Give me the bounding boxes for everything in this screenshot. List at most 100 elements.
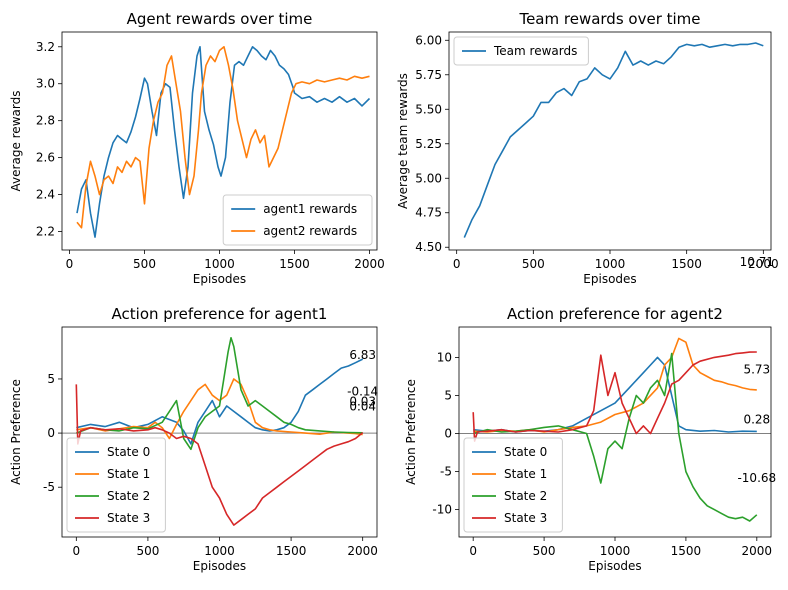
legend: Team rewards bbox=[453, 36, 589, 66]
x-tick-label: 2000 bbox=[347, 544, 378, 558]
series-line-3 bbox=[75, 384, 364, 526]
legend-entry: agent1 rewards bbox=[263, 202, 357, 216]
value-annotation: 5.73 bbox=[743, 362, 770, 376]
value-annotation: -0.14 bbox=[347, 385, 378, 399]
value-annotation: 0.03 bbox=[349, 394, 376, 408]
plot-area bbox=[459, 337, 771, 522]
series-line-0 bbox=[473, 356, 757, 433]
chart-0: 0 500 1000 1500 2000 2.2 2.4 2.6 2.8 3.0 3.2 Agent … bbox=[9, 10, 385, 286]
y-tick-label: 5 bbox=[444, 388, 452, 402]
legend-entry: State 1 bbox=[107, 467, 150, 481]
value-annotation: 10.71 bbox=[740, 255, 774, 269]
plot-area bbox=[62, 336, 377, 526]
x-tick-label: 1000 bbox=[204, 257, 235, 271]
y-axis-label: Average team rewards bbox=[396, 73, 410, 209]
y-axis-label: Action Preference bbox=[404, 379, 418, 485]
chart-title: Action preference for agent2 bbox=[507, 305, 723, 323]
legend-box bbox=[453, 36, 589, 66]
legend-box bbox=[222, 194, 373, 246]
series-line-3 bbox=[472, 351, 757, 442]
legend-entry: State 2 bbox=[504, 489, 547, 503]
x-tick-label: 500 bbox=[522, 257, 545, 271]
legend-entry: Team rewards bbox=[493, 44, 577, 58]
y-tick-label: 5.75 bbox=[415, 68, 442, 82]
y-axis-label: Average rewards bbox=[9, 91, 23, 192]
x-tick-label: 1000 bbox=[600, 544, 631, 558]
x-tick-label: 1000 bbox=[595, 257, 626, 271]
x-tick-label: 1000 bbox=[204, 544, 235, 558]
series-line-0 bbox=[463, 42, 764, 238]
y-tick-label: 5 bbox=[47, 372, 55, 386]
legend-entry: State 2 bbox=[107, 489, 150, 503]
series-line-0 bbox=[76, 358, 364, 445]
x-tick-label: 1500 bbox=[276, 544, 307, 558]
x-tick-label: 500 bbox=[133, 257, 156, 271]
chart-2: 0 500 1000 1500 2000 -5 0 5 Action preference fo… bbox=[9, 305, 378, 573]
y-tick-label: 3.2 bbox=[36, 40, 55, 54]
x-tick-label: 1500 bbox=[671, 544, 702, 558]
series-line-0 bbox=[76, 45, 371, 238]
y-tick-label: -5 bbox=[440, 465, 452, 479]
chart-title: Action preference for agent1 bbox=[112, 305, 328, 323]
y-tick-label: 0 bbox=[47, 426, 55, 440]
x-axis-label: Episodes bbox=[193, 559, 246, 573]
legend-entry: State 1 bbox=[504, 467, 547, 481]
y-tick-label: 2.8 bbox=[36, 114, 55, 128]
y-tick-label: 2.6 bbox=[36, 151, 55, 165]
y-tick-label: 5.00 bbox=[415, 171, 442, 185]
y-tick-label: 3.0 bbox=[36, 77, 55, 91]
x-tick-label: 2000 bbox=[742, 544, 773, 558]
y-tick-label: 4.50 bbox=[415, 240, 442, 254]
chart-3: 0 500 1000 1500 2000 -10 -5 0 5 10 Action preferen… bbox=[404, 255, 776, 573]
series-line-1 bbox=[76, 378, 363, 440]
chart-title: Agent rewards over time bbox=[127, 10, 313, 28]
x-axis-label: Episodes bbox=[193, 272, 246, 286]
x-tick-label: 0 bbox=[66, 257, 74, 271]
x-axis-label: Episodes bbox=[583, 272, 636, 286]
value-annotation: -10.68 bbox=[737, 471, 776, 485]
x-tick-label: 500 bbox=[136, 544, 159, 558]
plot-area bbox=[463, 42, 764, 238]
legend-entry: State 3 bbox=[107, 511, 150, 525]
plot-area bbox=[76, 45, 371, 238]
y-tick-label: 4.75 bbox=[415, 206, 442, 220]
value-annotation: 6.83 bbox=[349, 348, 376, 362]
series-line-2 bbox=[76, 336, 363, 451]
y-tick-label: 5.25 bbox=[415, 137, 442, 151]
chart-1: 0 500 1000 1500 2000 4.50 4.75 5.00 5.25 5.50 5.75… bbox=[396, 10, 779, 286]
x-tick-label: 2000 bbox=[354, 257, 385, 271]
legend-entry: State 3 bbox=[504, 511, 547, 525]
x-tick-label: 2000 bbox=[748, 257, 779, 271]
y-tick-label: -5 bbox=[43, 480, 55, 494]
x-tick-label: 1500 bbox=[671, 257, 702, 271]
y-axis-label: Action Preference bbox=[9, 379, 23, 485]
value-annotation: 0.28 bbox=[743, 413, 770, 427]
y-tick-label: 5.50 bbox=[415, 102, 442, 116]
legend: State 0 State 1 State 2 State 3 bbox=[463, 437, 563, 533]
y-tick-label: -10 bbox=[432, 503, 452, 517]
legend: agent1 rewards agent2 rewards bbox=[222, 194, 373, 246]
x-tick-label: 500 bbox=[533, 544, 556, 558]
legend-box bbox=[463, 437, 563, 533]
series-line-1 bbox=[473, 337, 757, 433]
y-tick-label: 0 bbox=[444, 427, 452, 441]
x-tick-label: 1500 bbox=[279, 257, 310, 271]
legend-entry: State 0 bbox=[504, 445, 547, 459]
legend: State 0 State 1 State 2 State 3 bbox=[66, 437, 166, 533]
x-tick-label: 0 bbox=[72, 544, 80, 558]
series-line-1 bbox=[76, 45, 370, 229]
y-tick-label: 6.00 bbox=[415, 33, 442, 47]
chart-title: Team rewards over time bbox=[518, 10, 700, 28]
x-tick-label: 0 bbox=[469, 544, 477, 558]
value-annotation: 0.04 bbox=[349, 399, 376, 413]
legend-entry: agent2 rewards bbox=[263, 224, 357, 238]
legend-box bbox=[66, 437, 166, 533]
y-tick-label: 10 bbox=[437, 350, 452, 364]
y-tick-label: 2.4 bbox=[36, 188, 55, 202]
y-tick-label: 2.2 bbox=[36, 225, 55, 239]
legend-entry: State 0 bbox=[107, 445, 150, 459]
x-axis-label: Episodes bbox=[588, 559, 641, 573]
series-line-2 bbox=[472, 352, 758, 522]
x-tick-label: 0 bbox=[453, 257, 461, 271]
